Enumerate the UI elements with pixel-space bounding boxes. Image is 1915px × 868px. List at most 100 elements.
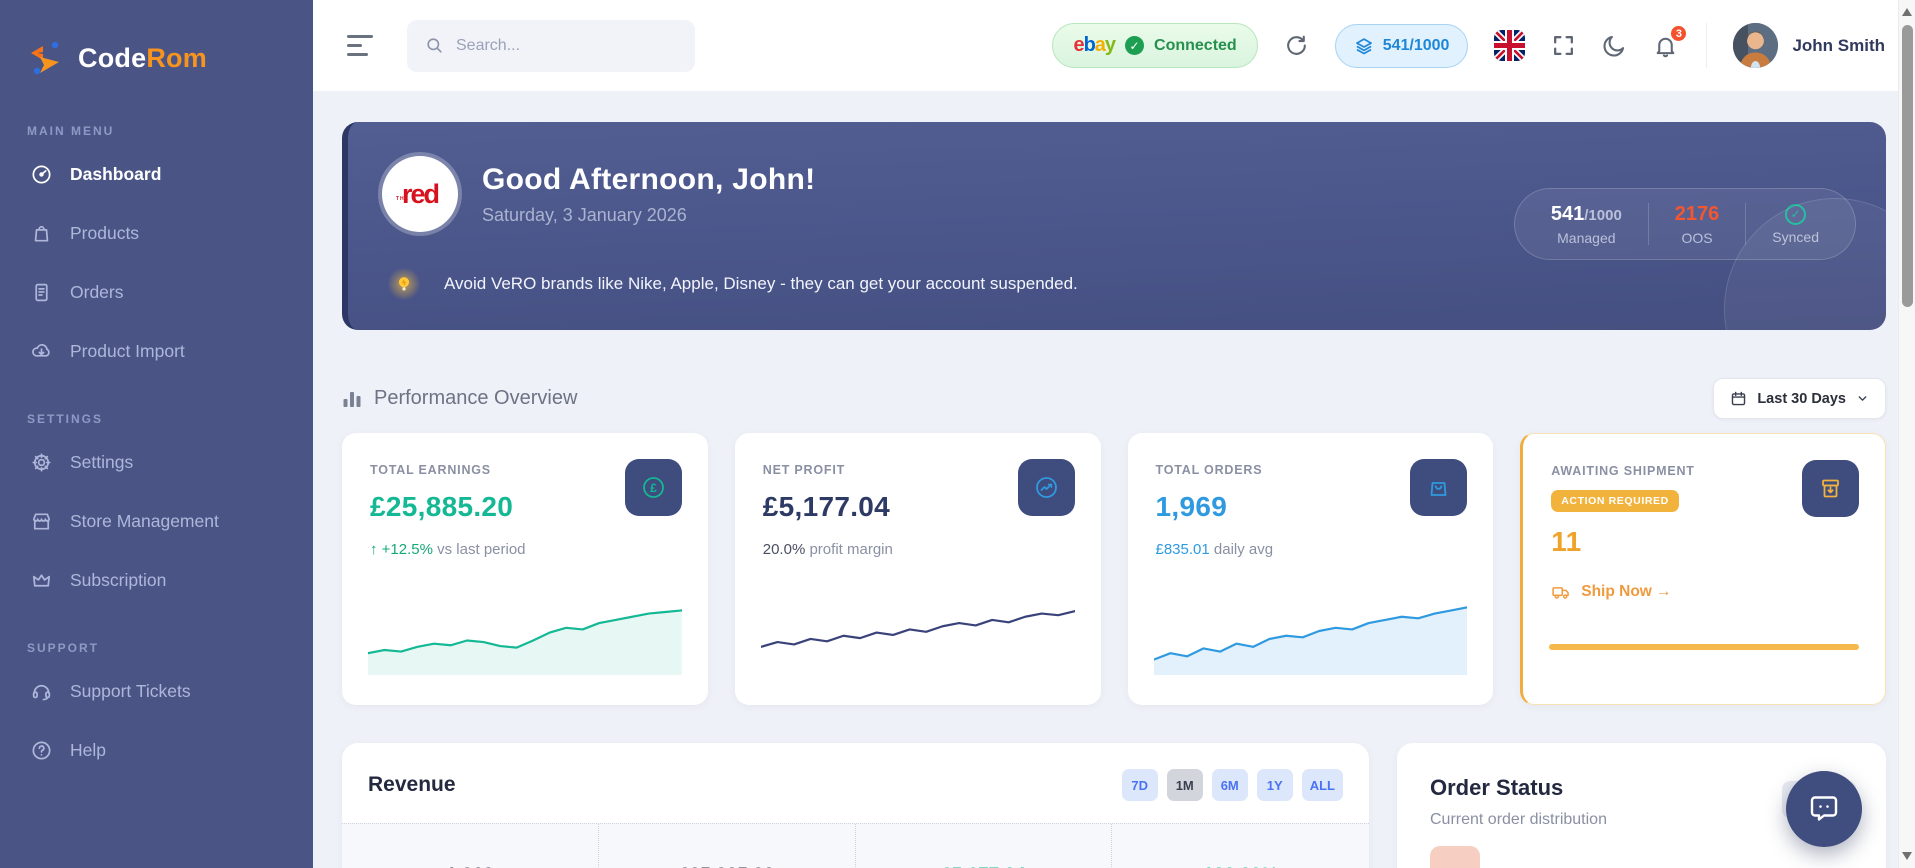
cloud-import-icon (32, 343, 50, 357)
chat-button[interactable] (1786, 771, 1862, 847)
card-total-earnings[interactable]: TOTAL EARNINGS £25,885.20 ↑ +12.5% vs la… (342, 433, 708, 705)
tab-1m[interactable]: 1M (1166, 769, 1203, 801)
chat-icon (1810, 796, 1838, 821)
sidebar-item-store-management[interactable]: Store Management (0, 498, 313, 544)
greeting-date: Saturday, 3 January 2026 (482, 204, 687, 225)
sidebar-item-label: Settings (70, 451, 134, 472)
sidebar-item-support-tickets[interactable]: Support Tickets (0, 668, 313, 714)
lightbulb-icon (382, 262, 426, 306)
greeting-title: Good Afternoon, John! (482, 162, 816, 196)
date-range-dropdown[interactable]: Last 30 Days (1713, 378, 1886, 419)
revenue-title: Revenue (368, 773, 456, 796)
refresh-icon (1286, 35, 1306, 55)
listing-quota-badge[interactable]: 541/1000 (1334, 23, 1469, 68)
sidebar-item-label: Help (70, 739, 106, 760)
banner-stats-pill: 541/1000 Managed 2176 OOS ✓ Synced (1513, 188, 1856, 260)
ship-now-button[interactable]: Ship Now → (1551, 582, 1857, 602)
notifications-button[interactable]: 3 (1653, 24, 1689, 58)
sidebar: CodeRom MAIN MENU Dashboard Products Ord… (0, 0, 313, 868)
user-menu[interactable]: John Smith (1706, 23, 1885, 68)
content: THE red Good Afternoon, John! Saturday, … (313, 91, 1915, 868)
bell-icon (1657, 37, 1675, 58)
section-label-main-menu: MAIN MENU (27, 124, 115, 138)
sync-button[interactable] (1284, 33, 1309, 58)
scroll-down-arrow[interactable] (1902, 852, 1912, 860)
user-name: John Smith (1792, 35, 1885, 55)
dashboard-icon (32, 164, 51, 184)
invoice-icon (35, 283, 48, 301)
tab-all[interactable]: ALL (1301, 769, 1343, 801)
help-icon (32, 740, 51, 760)
scrollbar-thumb[interactable] (1902, 25, 1913, 307)
tip-row: Avoid VeRO brands like Nike, Apple, Disn… (382, 262, 1846, 306)
main-area: ebay ✓ Connected 541/1000 (313, 0, 1915, 868)
menu-toggle-button[interactable] (347, 35, 377, 56)
card-total-orders[interactable]: TOTAL ORDERS 1,969 £835.01 daily avg (1127, 433, 1494, 705)
orders-sparkline (1154, 587, 1468, 675)
earnings-sparkline (368, 587, 682, 675)
revenue-stats-strip: 1,969 £25,885.20 £5,177.04 100.00% (342, 823, 1369, 868)
performance-title: Performance Overview (374, 387, 578, 409)
ebay-connection-badge[interactable]: ebay ✓ Connected (1052, 23, 1258, 68)
bottom-row: Revenue 7D 1M 6M 1Y ALL 1,969 £25,885.20… (342, 743, 1886, 868)
sidebar-item-label: Store Management (70, 510, 219, 531)
store-logo: THE red (382, 156, 458, 232)
revenue-panel: Revenue 7D 1M 6M 1Y ALL 1,969 £25,885.20… (342, 743, 1369, 868)
trend-circle-icon (1017, 459, 1075, 516)
sidebar-item-subscription[interactable]: Subscription (0, 557, 313, 603)
sidebar-item-label: Products (70, 222, 140, 243)
search-box[interactable] (407, 19, 695, 72)
chevron-down-icon (1858, 396, 1867, 401)
layers-icon (1355, 37, 1372, 54)
bar-chart-icon (343, 391, 361, 407)
tab-6m[interactable]: 6M (1211, 769, 1248, 801)
brand-name: CodeRom (78, 42, 207, 73)
code-arrows-icon (26, 38, 66, 78)
check-circle-icon: ✓ (1125, 36, 1145, 55)
fullscreen-icon (1554, 36, 1574, 55)
section-label-settings: SETTINGS (27, 412, 104, 426)
dark-mode-toggle[interactable] (1602, 33, 1627, 58)
revenue-stat-profit: £5,177.04 (856, 824, 1113, 868)
search-input[interactable] (456, 36, 656, 55)
package-icon (1802, 460, 1859, 517)
profit-sparkline (761, 587, 1075, 675)
revenue-range-tabs: 7D 1M 6M 1Y ALL (1121, 769, 1343, 801)
topbar-actions: ebay ✓ Connected 541/1000 (1052, 23, 1885, 68)
search-icon (427, 38, 442, 53)
stat-cards: TOTAL EARNINGS £25,885.20 ↑ +12.5% vs la… (342, 433, 1886, 705)
revenue-stat-earnings: £25,885.20 (599, 824, 856, 868)
scroll-up-arrow[interactable] (1902, 8, 1912, 16)
revenue-stat-percent: 100.00% (1112, 824, 1369, 868)
shopping-bag-icon (1410, 459, 1468, 516)
greeting-banner: THE red Good Afternoon, John! Saturday, … (342, 122, 1886, 330)
sidebar-item-orders[interactable]: Orders (0, 269, 313, 315)
sidebar-item-label: Subscription (70, 569, 167, 590)
card-net-profit[interactable]: NET PROFIT £5,177.04 20.0% profit margin (734, 433, 1101, 705)
scrollbar (1898, 0, 1915, 868)
sidebar-item-product-import[interactable]: Product Import (0, 328, 313, 374)
svg-text:£: £ (650, 481, 657, 495)
section-label-support: SUPPORT (27, 641, 100, 655)
order-status-subtitle: Current order distribution (1430, 811, 1607, 828)
sidebar-item-settings[interactable]: Settings (0, 439, 313, 485)
sidebar-item-dashboard[interactable]: Dashboard (0, 151, 313, 197)
sidebar-item-label: Product Import (70, 340, 185, 361)
sidebar-item-products[interactable]: Products (0, 210, 313, 256)
truck-icon (1552, 587, 1570, 599)
action-required-badge: ACTION REQUIRED (1551, 490, 1679, 512)
sidebar-item-label: Dashboard (70, 163, 162, 184)
sidebar-item-help[interactable]: Help (0, 727, 313, 773)
brand-logo[interactable]: CodeRom (0, 22, 313, 86)
notification-count-badge: 3 (1669, 24, 1689, 43)
performance-header: Performance Overview Last 30 Days (342, 378, 1886, 419)
shipment-progress-bar (1549, 644, 1859, 650)
card-awaiting-shipment[interactable]: AWAITING SHIPMENT ACTION REQUIRED 11 Shi… (1520, 433, 1886, 705)
uk-flag-icon (1494, 30, 1526, 61)
tab-1y[interactable]: 1Y (1256, 769, 1293, 801)
crown-icon (32, 573, 51, 587)
fullscreen-button[interactable] (1551, 33, 1576, 58)
tab-7d[interactable]: 7D (1121, 769, 1158, 801)
language-flag-button[interactable] (1494, 30, 1526, 61)
managed-stat: 541/1000 Managed (1550, 202, 1622, 246)
